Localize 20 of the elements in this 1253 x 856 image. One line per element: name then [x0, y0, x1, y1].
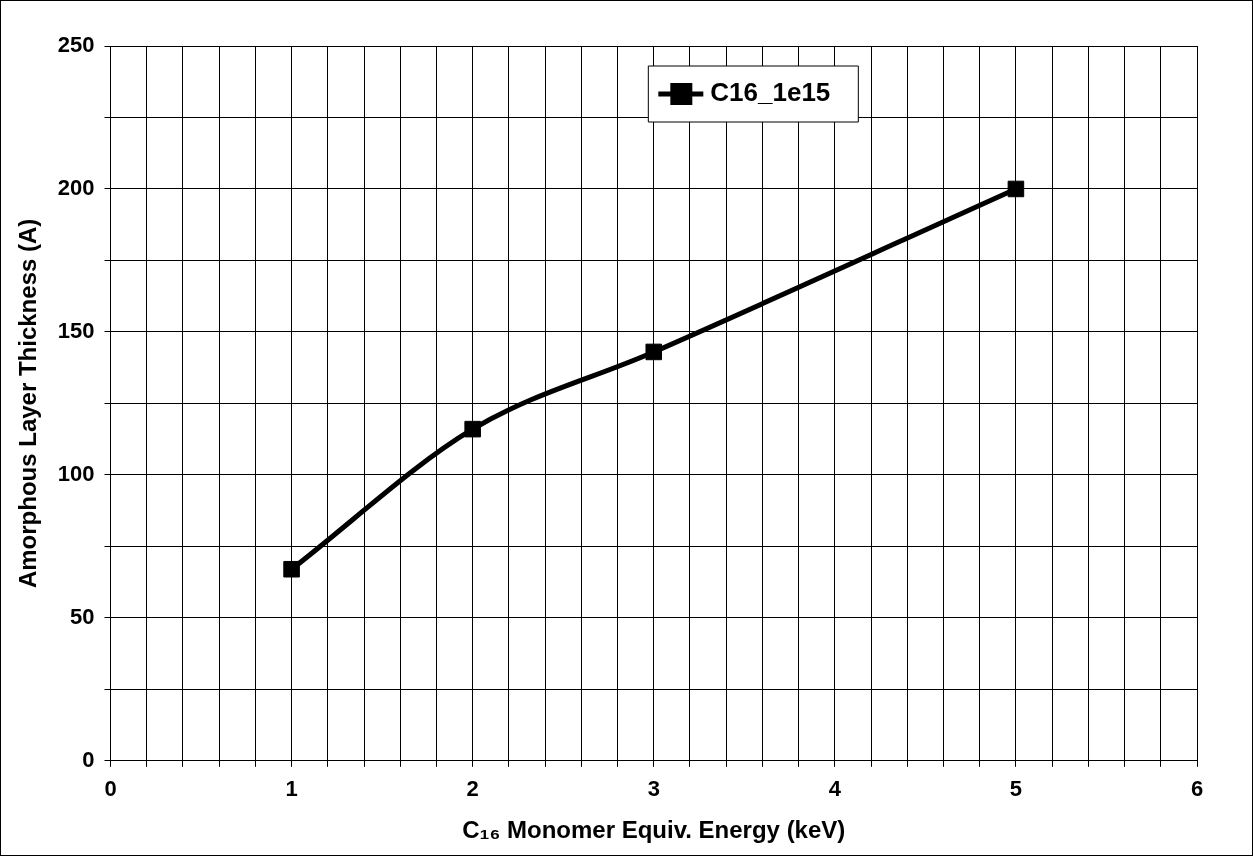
y-tick-label: 0 [82, 746, 95, 772]
x-tick-label: 6 [1190, 776, 1204, 802]
point [1007, 180, 1025, 198]
point [283, 560, 300, 578]
legend-label: C16_1e15 [710, 77, 831, 108]
x-tick-label: 5 [1009, 776, 1023, 802]
y-tick-label: 200 [57, 175, 95, 201]
x-tick-label: 1 [285, 776, 298, 802]
y-tick-label: 150 [57, 317, 95, 343]
x-tick-label: 4 [828, 776, 842, 802]
point [464, 420, 481, 438]
y-axis-title: Amorphous Layer Thickness (A) [14, 218, 42, 589]
y-tick-label: 100 [57, 460, 95, 486]
y-tick-label: 50 [70, 603, 95, 629]
y-tick-label: 250 [57, 32, 95, 58]
x-axis-title: C₁₆ Monomer Equiv. Energy (keV) [462, 816, 846, 844]
point [645, 343, 663, 361]
x-tick-label: 0 [104, 776, 117, 802]
x-tick-label: 3 [647, 776, 660, 802]
x-tick-label: 2 [466, 776, 479, 802]
